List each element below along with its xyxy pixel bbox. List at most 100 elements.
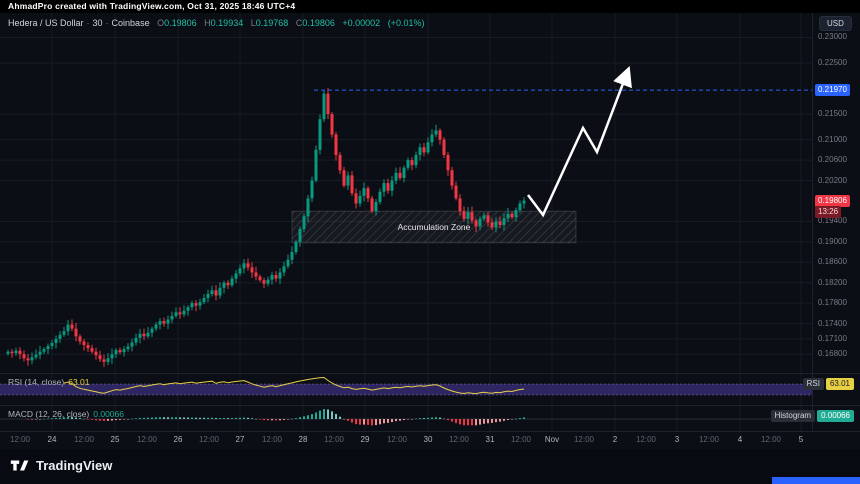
price-axis-label: 0.17100 (818, 333, 847, 343)
candle (470, 212, 474, 221)
candle (258, 276, 262, 281)
candle (438, 130, 442, 140)
candle (262, 280, 266, 284)
candle (198, 302, 202, 306)
candle (138, 333, 142, 338)
open-label: O (157, 18, 165, 28)
candle (454, 185, 458, 199)
candle (150, 328, 154, 333)
candle (246, 263, 250, 268)
macd-legend[interactable]: MACD (12, 26, close) 0.00066 (8, 409, 124, 419)
high-value: 0.19934 (210, 18, 244, 28)
candle (446, 154, 450, 171)
candle (158, 321, 162, 325)
currency-button[interactable]: USD (819, 16, 852, 31)
candle (386, 183, 390, 191)
footer-bar: TradingView (0, 449, 860, 484)
time-tick: 28 (298, 435, 308, 444)
candle (166, 319, 170, 324)
candle (218, 287, 222, 296)
rsi-pane-canvas[interactable] (0, 374, 812, 405)
candle (334, 134, 338, 155)
candle (6, 351, 10, 354)
macd-badges: Histogram 0.00066 (770, 410, 854, 422)
price-axis-label: 0.21000 (818, 134, 847, 144)
price-axis-label: 0.19400 (818, 216, 847, 226)
candle (290, 252, 294, 260)
low-label: L (250, 18, 256, 28)
candle (242, 263, 246, 269)
candle (442, 139, 446, 155)
projection-arrow[interactable] (527, 65, 632, 218)
open-value: 0.19806 (164, 18, 197, 28)
candle (274, 275, 278, 279)
candle (66, 324, 70, 332)
time-tick: 26 (173, 435, 183, 444)
candle (310, 180, 314, 199)
time-tick: 12:00 (760, 435, 782, 444)
rsi-legend[interactable]: RSI (14, close) 63.01 (8, 377, 90, 387)
candle (434, 130, 438, 135)
price-axis-label: 0.19000 (818, 236, 847, 246)
price-axis-label: 0.20600 (818, 155, 847, 165)
candle (398, 172, 402, 178)
candle (182, 310, 186, 315)
candle (42, 349, 46, 352)
change-percent: (+0.01%) (387, 18, 425, 28)
accumulation-zone-label: Accumulation Zone (397, 222, 471, 232)
candle (346, 175, 350, 186)
histogram-badge-value: 0.00066 (817, 410, 854, 422)
pane-separator (0, 373, 860, 374)
candle (130, 342, 134, 347)
candle (146, 332, 150, 337)
price-axis-label: 0.18200 (818, 277, 847, 287)
candle (506, 213, 510, 219)
candle (82, 341, 86, 346)
candle (222, 282, 226, 288)
interval-label[interactable]: 30 (92, 18, 103, 28)
candle (366, 188, 370, 199)
candle (126, 346, 130, 350)
time-tick: 12:00 (386, 435, 408, 444)
projection-price-label: 0.21970 (815, 84, 850, 97)
candle (490, 222, 494, 228)
time-axis[interactable]: 12:00 24 12:00 25 12:00 26 12:00 27 12:00 28 12:00… (0, 431, 812, 449)
tradingview-logo[interactable]: TradingView (10, 458, 112, 473)
symbol-name[interactable]: Hedera / US Dollar (8, 18, 84, 28)
bar-countdown-label: 13:26 (815, 205, 842, 218)
time-tick: 12:00 (635, 435, 657, 444)
time-tick: 30 (423, 435, 433, 444)
candle (162, 321, 166, 324)
current-price-label: 0.19806 (815, 194, 850, 207)
candle (330, 114, 334, 135)
candle (38, 351, 42, 355)
rsi-value: 63.01 (68, 377, 90, 387)
candle (114, 350, 118, 355)
candle (270, 275, 274, 280)
price-axis[interactable]: USD 0.23000 0.22500 0.21500 0.21000 0.20600 0… (812, 13, 860, 431)
candle (370, 198, 374, 212)
price-pane-canvas[interactable] (0, 13, 812, 374)
candle (202, 298, 206, 303)
histogram-badge-label: Histogram (770, 410, 816, 422)
macd-pane-canvas[interactable] (0, 406, 812, 431)
candle (74, 328, 78, 337)
pane-separator (0, 431, 860, 432)
candle (14, 350, 18, 354)
symbol-legend[interactable]: Hedera / US Dollar · 30 · Coinbase O0.19806 … (8, 18, 424, 28)
chart-region[interactable]: Hedera / US Dollar · 30 · Coinbase O0.19806 … (0, 13, 812, 431)
price-axis-label: 0.23000 (818, 32, 847, 42)
candle (406, 160, 410, 168)
price-axis-label: 0.21500 (818, 109, 847, 119)
candle (278, 272, 282, 279)
close-value: 0.19806 (302, 18, 335, 28)
candle (314, 149, 318, 181)
candle (62, 331, 66, 335)
candle (402, 167, 406, 178)
accumulation-zone[interactable] (291, 210, 577, 244)
candle (422, 147, 426, 153)
macd-title: MACD (12, 26, close) (8, 409, 90, 419)
low-value: 0.19768 (255, 18, 289, 28)
candle (30, 357, 34, 361)
